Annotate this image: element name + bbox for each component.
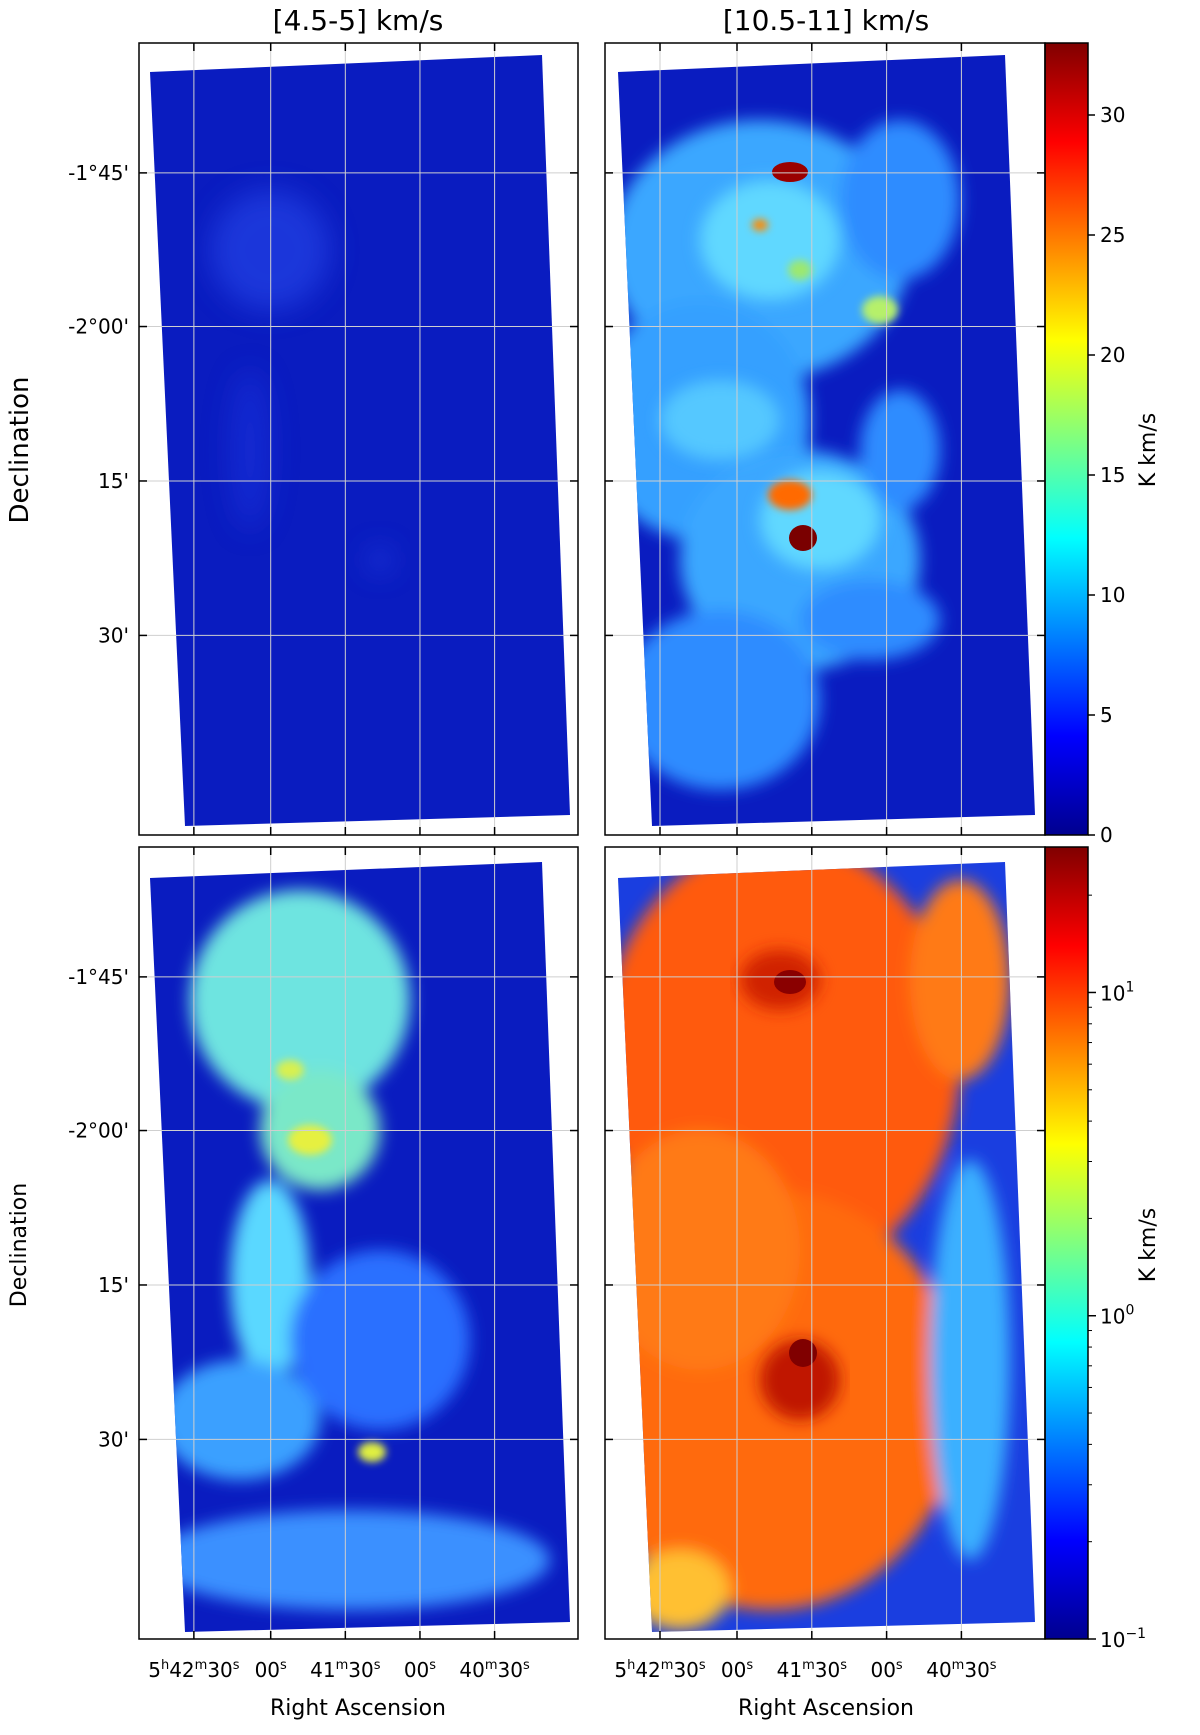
frame-bottom-right bbox=[604, 846, 1046, 1640]
panel-top-right bbox=[618, 55, 1035, 826]
ra-tick-label: 00s bbox=[404, 1658, 436, 1682]
panel-top-left bbox=[150, 55, 570, 826]
colorbar-tick-label: 15 bbox=[1100, 463, 1125, 487]
panel-bottom-left bbox=[150, 862, 570, 1632]
dec-tick-label: -2°00' bbox=[68, 1119, 129, 1143]
x-axis-label-right: Right Ascension bbox=[738, 1696, 914, 1721]
ra-tick-label: 00s bbox=[721, 1658, 753, 1682]
dec-tick-label: 30' bbox=[98, 1427, 129, 1451]
dec-tick-label: -2°00' bbox=[68, 315, 129, 339]
colorbar-tick-label: 0 bbox=[1100, 823, 1113, 847]
colorbar-tick-label: 101 bbox=[1100, 979, 1134, 1005]
panel-title-left: [4.5-5] km/s bbox=[273, 4, 444, 37]
ra-tick-label: 41m30s bbox=[777, 1658, 848, 1682]
ra-tick-label: 00s bbox=[870, 1658, 902, 1682]
dec-tick-label: 15' bbox=[98, 469, 129, 493]
colorbar-tick-label: 25 bbox=[1100, 223, 1125, 247]
ra-tick-label: 40m30s bbox=[926, 1658, 997, 1682]
frame-top-left bbox=[138, 42, 579, 836]
panel-bottom-right bbox=[618, 862, 1035, 1632]
grid-and-ticks: -1°45' -2°00' 15' 30' -1°45' -2°00' 15' 30' 5h42… bbox=[68, 43, 1146, 1682]
hotspot-center bbox=[789, 525, 817, 551]
colorbar-tick-label: 5 bbox=[1100, 703, 1113, 727]
frame-bottom-left bbox=[138, 846, 579, 1640]
colorbar-tick-label: 10−1 bbox=[1100, 1626, 1146, 1652]
dec-tick-label: 30' bbox=[98, 623, 129, 647]
panel-title-right: [10.5-11] km/s bbox=[723, 4, 929, 37]
y-axis-label-top: Declination bbox=[5, 377, 35, 524]
colorbar-tick-label: 100 bbox=[1100, 1303, 1134, 1329]
colorbar-tick-label: 20 bbox=[1100, 343, 1125, 367]
ra-tick-label: 00s bbox=[255, 1658, 287, 1682]
hotspot-north-log bbox=[774, 970, 806, 994]
frame-top-right bbox=[604, 42, 1046, 836]
dec-tick-label: 15' bbox=[98, 1273, 129, 1297]
x-axis-label-left: Right Ascension bbox=[270, 1696, 446, 1721]
colorbar-label-bottom: K km/s bbox=[1136, 1208, 1161, 1282]
colorbar-tick-label: 10 bbox=[1100, 583, 1125, 607]
y-axis-label-bottom: Declination bbox=[7, 1183, 32, 1307]
colorbar-linear bbox=[1044, 42, 1089, 836]
hotspot-center-log bbox=[789, 1339, 817, 1367]
colorbar-tick-label: 30 bbox=[1100, 103, 1125, 127]
ra-tick-label: 41m30s bbox=[310, 1658, 381, 1682]
dec-tick-label: -1°45' bbox=[68, 965, 129, 989]
map-footprint-top-left bbox=[150, 55, 570, 826]
colorbar-label-top: K km/s bbox=[1136, 413, 1161, 487]
ra-tick-label: 5h42m30s bbox=[614, 1658, 706, 1682]
ra-tick-label: 5h42m30s bbox=[148, 1658, 240, 1682]
hotspot-north bbox=[772, 162, 808, 182]
colorbar-log bbox=[1044, 846, 1089, 1640]
ra-tick-label: 40m30s bbox=[459, 1658, 530, 1682]
dec-tick-label: -1°45' bbox=[68, 161, 129, 185]
